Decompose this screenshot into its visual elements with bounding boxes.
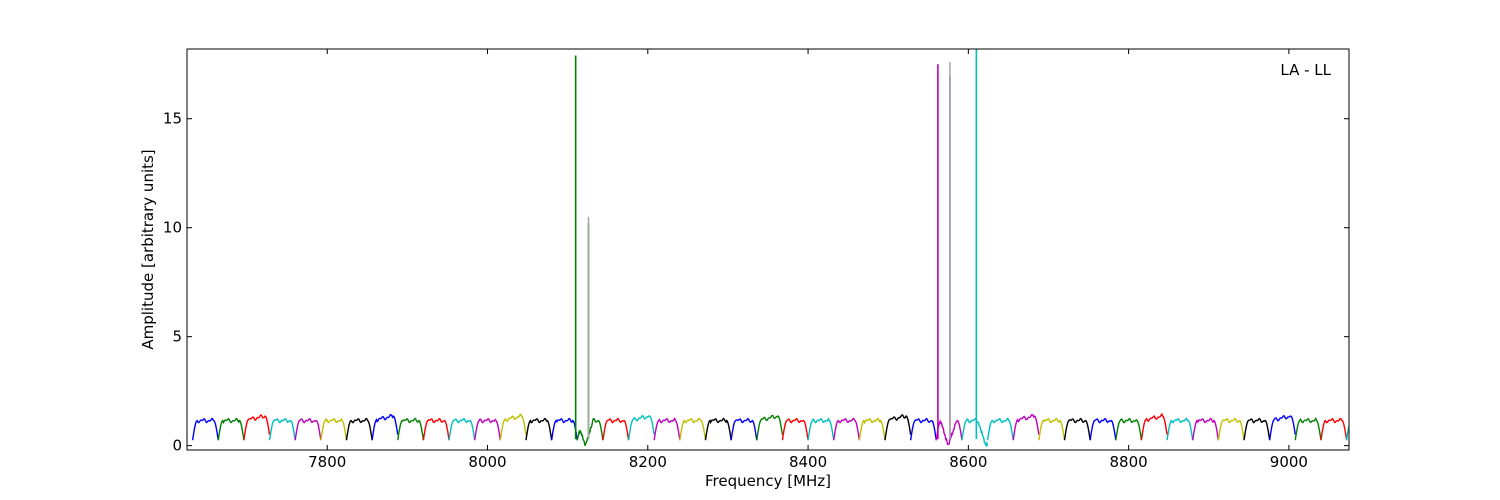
band-curve: [448, 417, 476, 441]
band-curve: [345, 417, 373, 441]
band-curve: [1166, 417, 1194, 441]
band-curve: [909, 417, 937, 441]
band-curves: [191, 412, 1349, 448]
x-axis-label: Frequency [MHz]: [705, 472, 831, 490]
band-curve: [1345, 423, 1349, 441]
baseline-annotation: LA - LL: [1280, 61, 1331, 79]
band-curve: [243, 414, 271, 441]
band-curve: [679, 417, 707, 441]
band-curve: [807, 417, 835, 441]
band-curve: [653, 417, 681, 441]
band-curve: [756, 414, 784, 441]
band-curve: [884, 413, 912, 441]
band-curve: [320, 417, 348, 441]
band-curve: [1063, 417, 1091, 441]
band-curve: [1140, 412, 1168, 441]
band-curve: [1038, 417, 1066, 441]
x-tick-label: 8000: [468, 453, 506, 471]
band-curve: [371, 413, 399, 441]
band-curve: [576, 417, 604, 446]
band-curve: [397, 417, 425, 441]
band-curve: [422, 417, 450, 441]
band-curve: [858, 417, 886, 441]
band-curve: [602, 417, 630, 441]
spike-lines: [574, 49, 978, 440]
x-tick-label: 8200: [629, 453, 667, 471]
y-tick-label: 0: [172, 437, 182, 455]
band-curve: [1217, 417, 1245, 441]
band-curve: [268, 417, 296, 441]
band-curve: [1012, 413, 1040, 441]
y-tick-label: 5: [172, 328, 182, 346]
band-curve: [781, 417, 809, 441]
band-curve: [986, 417, 1014, 441]
band-curve: [627, 415, 655, 441]
band-curve: [294, 418, 322, 441]
y-axis-label: Amplitude [arbitrary units]: [139, 149, 157, 349]
band-curve: [474, 417, 501, 441]
x-tick-label: 9000: [1270, 453, 1308, 471]
band-curve: [730, 417, 758, 441]
y-tick-label: 15: [163, 110, 182, 128]
plot-frame: [186, 48, 1350, 451]
band-curve: [1192, 417, 1220, 441]
band-curve: [704, 417, 732, 441]
band-curve: [217, 417, 245, 441]
band-curve: [1089, 417, 1117, 441]
band-curve: [550, 417, 578, 441]
x-tick-label: 8400: [789, 453, 827, 471]
band-curve: [833, 417, 861, 441]
x-tick-label: 8800: [1110, 453, 1148, 471]
band-curve: [961, 417, 989, 448]
y-axis-ticks: 0 5 10 15: [163, 110, 1349, 455]
x-axis-ticks: 7800 8000 8200 8400 8600 8800 9000: [308, 49, 1308, 471]
band-curve: [1320, 417, 1348, 441]
band-curve: [191, 417, 219, 441]
x-tick-label: 7800: [308, 453, 346, 471]
band-curve: [935, 419, 963, 445]
band-curve: [1243, 417, 1271, 441]
y-tick-label: 10: [163, 219, 182, 237]
band-curve: [525, 417, 553, 441]
x-tick-label: 8600: [949, 453, 987, 471]
band-curve: [1115, 417, 1143, 441]
band-curve: [1294, 416, 1322, 441]
band-curve: [1269, 414, 1296, 441]
band-curve: [499, 413, 527, 441]
